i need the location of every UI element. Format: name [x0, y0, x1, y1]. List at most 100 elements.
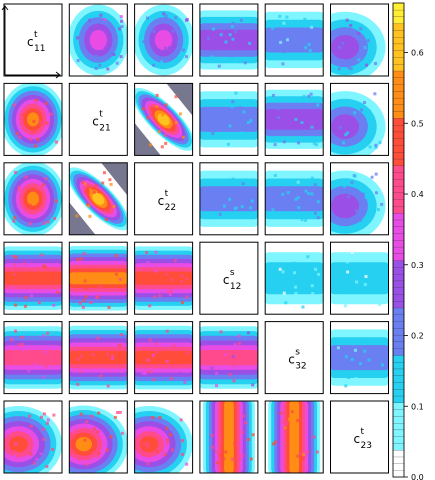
- panel-grid: [3, 3, 389, 474]
- density-speckle: [181, 439, 185, 443]
- density-speckle: [379, 284, 383, 288]
- colorbar-band: [392, 2, 405, 11]
- density-speckle: [154, 269, 158, 273]
- diagonal-label-sub: 32: [295, 362, 306, 372]
- density-speckle: [351, 102, 355, 106]
- density-level: [4, 271, 62, 285]
- colorbar-band: [392, 29, 405, 38]
- density-speckle: [365, 193, 369, 197]
- colorbar-band: [392, 341, 405, 349]
- density-speckle: [119, 277, 122, 281]
- density-speckle: [380, 363, 384, 367]
- density-level: [69, 350, 128, 365]
- density-speckle: [108, 178, 112, 182]
- density-speckle: [43, 350, 47, 354]
- density-speckle: [337, 361, 340, 365]
- density-speckle: [150, 107, 154, 110]
- density-speckle: [10, 338, 14, 342]
- panel-frame: [264, 3, 324, 77]
- colorbar-band: [392, 151, 405, 160]
- density-speckle: [226, 180, 230, 184]
- density-speckle: [285, 421, 289, 425]
- density-speckle: [76, 429, 80, 433]
- density-speckle: [350, 358, 354, 361]
- density-speckle: [96, 430, 100, 434]
- density-speckle: [341, 58, 345, 62]
- density-speckle: [84, 295, 88, 298]
- density-speckle: [142, 107, 145, 111]
- density-level: [27, 191, 39, 206]
- density-speckle: [206, 36, 210, 40]
- density-speckle: [230, 56, 234, 60]
- density-speckle: [344, 355, 348, 359]
- density-speckle: [90, 414, 94, 418]
- density-speckle: [310, 192, 314, 196]
- density-speckle: [92, 190, 96, 194]
- density-speckle: [88, 18, 92, 22]
- density-speckle: [17, 185, 21, 189]
- density-speckle: [154, 250, 158, 254]
- density-speckle: [346, 188, 350, 192]
- density-speckle: [180, 280, 183, 284]
- colorbar-band: [392, 9, 405, 17]
- density-speckle: [21, 113, 25, 117]
- panel-r1-c3: [134, 4, 193, 76]
- diagonal-label-sup: t: [361, 427, 365, 437]
- density-speckle: [156, 450, 160, 454]
- density-speckle: [218, 453, 222, 457]
- density-speckle: [339, 126, 342, 130]
- panel-r3-c2: [69, 162, 128, 235]
- density-speckle: [33, 144, 37, 148]
- density-speckle: [97, 451, 101, 455]
- density-speckle: [209, 192, 212, 196]
- colorbar-band: [392, 84, 405, 92]
- density-speckle: [277, 136, 281, 140]
- density-speckle: [146, 16, 149, 20]
- density-speckle: [55, 290, 59, 294]
- density-speckle: [41, 427, 45, 431]
- density-speckle: [378, 141, 382, 144]
- density-speckle: [215, 449, 219, 453]
- panel-frame: [3, 3, 63, 77]
- colorbar-band: [392, 138, 405, 146]
- density-speckle: [346, 270, 350, 274]
- density-speckle: [309, 92, 313, 96]
- density-speckle: [338, 45, 341, 49]
- density-speckle: [94, 184, 98, 188]
- density-speckle: [30, 294, 33, 298]
- density-speckle: [81, 305, 85, 309]
- density-speckle: [219, 330, 223, 334]
- panel-r5-c2: [69, 321, 128, 394]
- density-speckle: [36, 137, 40, 141]
- density-speckle: [162, 12, 166, 16]
- density-speckle: [12, 254, 16, 258]
- density-speckle: [83, 279, 87, 283]
- colorbar-band: [392, 158, 405, 166]
- density-speckle: [357, 373, 361, 377]
- panel-r3-c5: [265, 162, 324, 235]
- density-speckle: [83, 438, 87, 442]
- density-speckle: [340, 38, 344, 42]
- masked-region: [69, 202, 96, 235]
- density-speckle: [367, 39, 370, 43]
- density-speckle: [211, 117, 215, 121]
- colorbar-tick-label: 0.2: [411, 332, 424, 341]
- density-speckle: [211, 132, 215, 136]
- density-speckle: [13, 216, 17, 220]
- density-speckle: [84, 286, 88, 290]
- panel-background: [4, 4, 62, 76]
- density-speckle: [355, 280, 359, 284]
- density-speckle: [214, 355, 218, 359]
- density-level: [265, 109, 324, 130]
- density-speckle: [54, 199, 58, 203]
- panel-frame: [3, 321, 63, 395]
- panel-background: [330, 401, 389, 473]
- masked-region: [134, 123, 161, 156]
- density-speckle: [185, 295, 189, 299]
- density-speckle: [380, 202, 384, 206]
- density-speckle: [316, 216, 320, 220]
- density-level: [265, 186, 324, 212]
- density-speckle: [363, 46, 367, 49]
- density-speckle: [345, 260, 349, 264]
- density-speckle: [102, 350, 106, 354]
